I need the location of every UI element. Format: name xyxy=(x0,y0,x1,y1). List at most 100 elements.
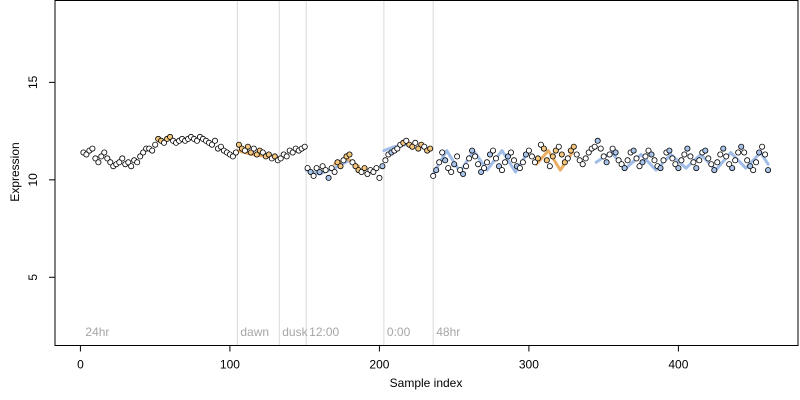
x-axis: 0 100 200 300 400 xyxy=(77,345,689,372)
data-point xyxy=(573,151,580,158)
data-point xyxy=(379,163,386,170)
data-point xyxy=(552,147,559,154)
data-point xyxy=(600,153,607,160)
data-point xyxy=(498,167,505,174)
x-tick-label: 100 xyxy=(220,358,240,372)
phase-label: 48hr xyxy=(436,325,460,339)
data-point xyxy=(370,168,377,175)
data-point xyxy=(307,168,314,175)
data-point xyxy=(642,153,649,160)
data-point xyxy=(98,153,105,160)
data-point xyxy=(445,165,452,172)
data-point xyxy=(301,143,308,150)
data-point xyxy=(430,172,437,179)
data-point xyxy=(708,161,715,168)
data-point xyxy=(564,155,571,162)
data-point xyxy=(630,147,637,154)
data-point xyxy=(271,153,278,160)
data-point xyxy=(373,165,380,172)
data-point xyxy=(591,143,598,150)
data-point xyxy=(594,137,601,144)
data-point xyxy=(250,145,257,152)
data-point xyxy=(711,167,718,174)
data-point xyxy=(516,165,523,172)
data-point xyxy=(193,137,200,144)
data-point xyxy=(672,161,679,168)
data-point xyxy=(316,168,323,175)
data-point xyxy=(95,159,102,166)
data-point xyxy=(510,157,517,164)
data-point xyxy=(167,133,174,140)
data-point xyxy=(669,155,676,162)
data-point xyxy=(765,167,772,174)
data-point xyxy=(346,151,353,158)
data-point xyxy=(585,149,592,156)
data-point xyxy=(507,149,514,156)
y-tick-label: 10 xyxy=(26,173,40,187)
data-point xyxy=(537,141,544,148)
data-point xyxy=(693,165,700,172)
data-point xyxy=(340,157,347,164)
data-point xyxy=(504,153,511,160)
data-point xyxy=(313,165,320,172)
data-point xyxy=(101,149,108,156)
data-point xyxy=(633,155,640,162)
data-point xyxy=(478,168,485,175)
data-point xyxy=(723,153,730,160)
data-point xyxy=(376,174,383,181)
data-point xyxy=(639,159,646,166)
data-point xyxy=(217,143,224,150)
data-point xyxy=(648,151,655,158)
data-point xyxy=(597,145,604,152)
x-tick-label: 0 xyxy=(77,358,84,372)
data-point xyxy=(546,163,553,170)
data-point xyxy=(567,147,574,154)
phase-label: dawn xyxy=(240,325,269,339)
data-point xyxy=(738,143,745,150)
data-point xyxy=(247,149,254,156)
data-point xyxy=(232,149,239,156)
data-point xyxy=(696,157,703,164)
x-axis-title: Sample index xyxy=(390,376,463,390)
data-point xyxy=(364,170,371,177)
data-point xyxy=(666,147,673,154)
data-point xyxy=(741,149,748,156)
data-point xyxy=(495,163,502,170)
phase-label: 0:00 xyxy=(387,325,411,339)
data-point xyxy=(349,159,356,166)
data-point xyxy=(735,149,742,156)
data-point xyxy=(675,165,682,172)
data-point xyxy=(756,149,763,156)
data-point xyxy=(609,145,616,152)
data-point xyxy=(310,172,317,179)
data-point xyxy=(259,149,266,156)
data-point xyxy=(603,159,610,166)
data-point xyxy=(265,151,272,158)
data-point xyxy=(427,145,434,152)
phase-label: 24hr xyxy=(85,325,109,339)
data-point xyxy=(325,174,332,181)
data-point xyxy=(540,145,547,152)
data-point xyxy=(744,157,751,164)
data-point xyxy=(116,159,123,166)
data-point xyxy=(253,151,260,158)
data-point xyxy=(229,153,236,160)
data-point xyxy=(492,155,499,162)
data-point xyxy=(283,153,290,160)
data-point xyxy=(726,161,733,168)
data-point xyxy=(382,157,389,164)
data-point xyxy=(528,153,535,160)
data-point xyxy=(361,165,368,172)
data-point xyxy=(83,151,90,158)
data-point xyxy=(319,163,326,170)
data-point xyxy=(457,167,464,174)
data-point xyxy=(657,165,664,172)
data-point xyxy=(702,147,709,154)
data-point xyxy=(409,143,416,150)
data-point xyxy=(618,161,625,168)
data-point xyxy=(582,155,589,162)
data-point xyxy=(489,147,496,154)
data-point xyxy=(483,159,490,166)
data-points xyxy=(80,133,772,181)
data-point xyxy=(454,153,461,160)
